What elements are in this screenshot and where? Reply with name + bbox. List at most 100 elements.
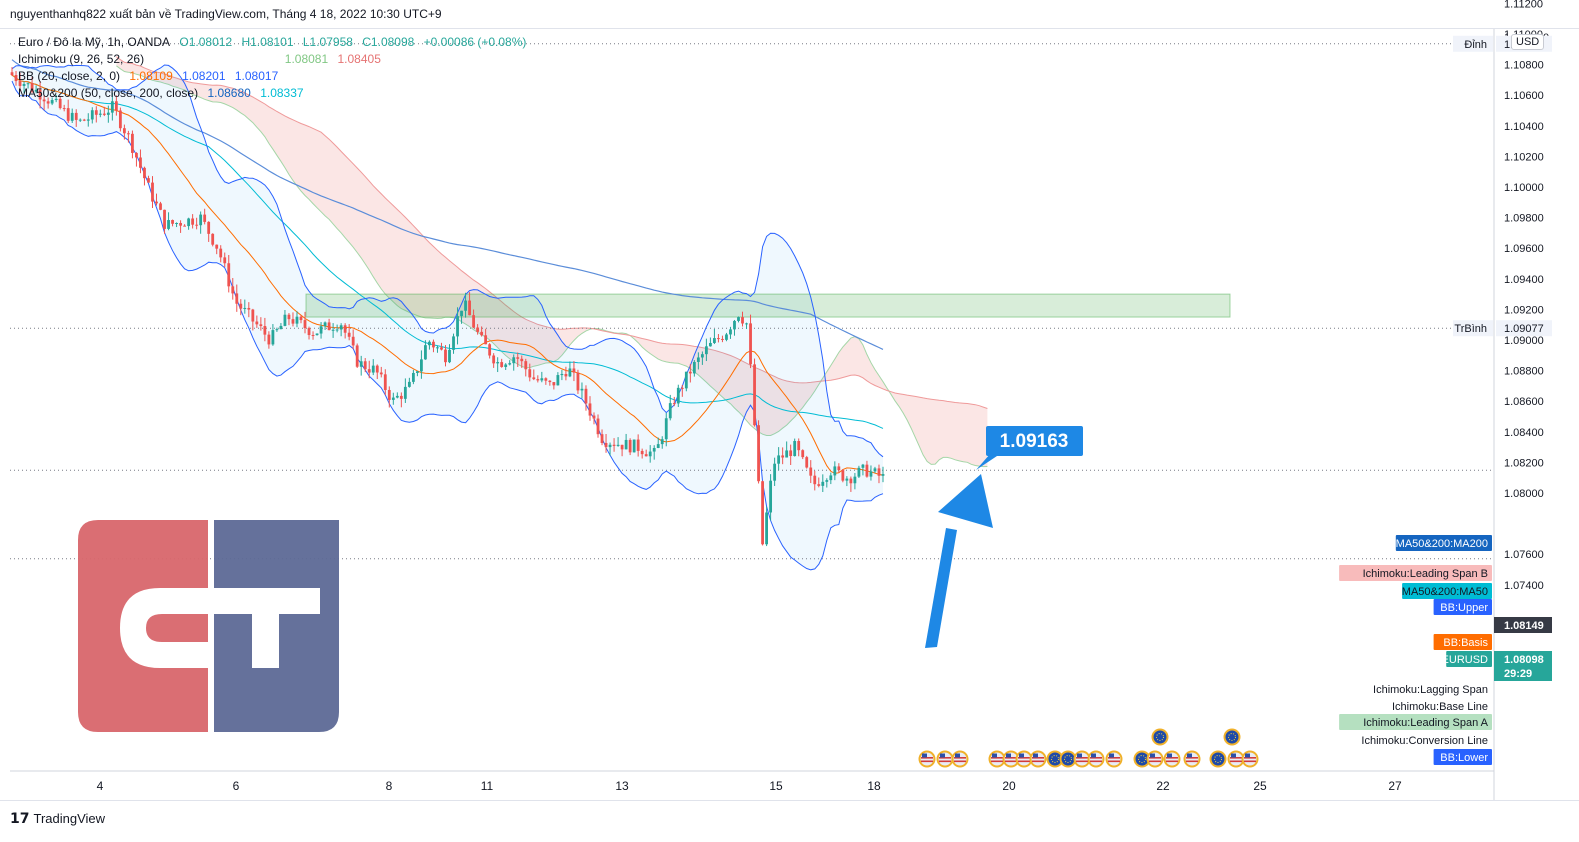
candle — [680, 384, 684, 397]
candle — [299, 315, 303, 324]
bb-upper-value: 1.08201 — [182, 69, 226, 83]
candle-body — [612, 444, 616, 446]
candle-body — [127, 133, 130, 135]
candle-body — [114, 101, 118, 111]
candle-body — [532, 377, 536, 380]
candle-body — [464, 300, 467, 311]
candle-body — [476, 327, 480, 332]
candle — [46, 97, 50, 109]
candle — [797, 438, 801, 457]
candle — [837, 463, 841, 473]
candle-body — [10, 72, 14, 76]
time-tick-label: 4 — [97, 779, 104, 793]
candle — [785, 441, 789, 458]
ma50-line — [11, 74, 884, 429]
candle-body — [267, 334, 271, 345]
candle — [801, 449, 805, 460]
candle-body — [122, 128, 126, 134]
flag-stripe — [1244, 760, 1256, 763]
chart[interactable]: 1.09163 1.118001.116001.114001.112001.11… — [0, 0, 1579, 800]
price-tags: MA50&200:MA200 Ichimoku:Leading Span B MA5… — [1339, 535, 1552, 765]
price-tag-label: BB:Basis — [1443, 637, 1488, 649]
candle — [696, 352, 700, 370]
flag-canton — [1167, 753, 1172, 758]
candle — [155, 193, 158, 206]
candle — [456, 307, 459, 345]
candle-body — [351, 336, 355, 346]
candle-body — [745, 323, 748, 325]
candle — [211, 233, 215, 247]
price-tag-label: Ichimoku:Leading Span A — [1363, 717, 1488, 729]
candle-body — [50, 100, 54, 104]
candle-body — [600, 434, 604, 443]
candle-body — [777, 455, 781, 464]
candle — [460, 310, 463, 324]
candle — [749, 314, 752, 369]
leading-span-a — [116, 65, 988, 468]
candle — [167, 212, 170, 231]
price-tag-box — [1433, 599, 1492, 615]
candle-body — [660, 439, 664, 445]
candle — [700, 351, 704, 365]
target-label: 1.09163 — [976, 426, 1083, 470]
candle-body — [98, 113, 102, 115]
us-flag-icon — [1146, 750, 1164, 768]
candle — [600, 429, 604, 446]
candle-body — [175, 222, 178, 224]
price-tag-label: BB:Lower — [1440, 752, 1488, 764]
candle-body — [829, 475, 833, 481]
candle-body — [143, 167, 146, 179]
candle-body — [580, 388, 584, 391]
us-flag-icon — [1029, 750, 1047, 768]
candle-body — [452, 336, 455, 350]
candle — [407, 377, 411, 388]
price-tag-box — [1339, 714, 1492, 730]
candle — [255, 315, 259, 328]
candle-body — [102, 113, 106, 115]
eu-flag-icon — [1151, 728, 1169, 746]
tradingview-brand[interactable]: 17 TradingView — [10, 811, 105, 827]
candle — [548, 380, 552, 386]
candle — [415, 370, 419, 377]
price-tag-box — [1402, 583, 1492, 599]
candle — [219, 245, 223, 263]
candle — [428, 340, 431, 350]
price-tick-label: 1.09600 — [1504, 243, 1544, 255]
candle — [343, 323, 347, 339]
candle — [576, 369, 580, 394]
candle-body — [315, 333, 319, 336]
candle-body — [323, 322, 327, 327]
price-tick-label: 1.10600 — [1504, 90, 1544, 102]
candle-body — [680, 387, 684, 389]
candle — [391, 392, 395, 405]
candle — [572, 361, 576, 382]
candle — [351, 329, 355, 350]
candle-body — [271, 330, 275, 345]
plot-area — [10, 43, 1494, 648]
candle-body — [38, 89, 42, 100]
currency-button[interactable]: USD — [1511, 34, 1545, 50]
us-flag-icon — [1087, 750, 1105, 768]
candle-body — [524, 361, 528, 370]
candle — [825, 478, 829, 488]
candle — [411, 369, 415, 385]
flag-canton — [1033, 753, 1038, 758]
candle — [10, 67, 14, 77]
candle — [159, 201, 162, 211]
candle — [793, 438, 797, 457]
candle-body — [18, 81, 22, 86]
candle-body — [363, 361, 367, 370]
candle-body — [187, 218, 191, 227]
flag-stars — [1228, 733, 1236, 741]
candle — [664, 412, 668, 447]
candle-body — [279, 325, 283, 330]
price-tag-label: BB:Upper — [1440, 602, 1488, 614]
candle-body — [239, 303, 243, 309]
candle-body — [275, 329, 279, 331]
time-tick-label: 20 — [1002, 779, 1016, 793]
flag-stripe — [939, 760, 951, 763]
us-flag-icon — [918, 750, 936, 768]
candle — [383, 369, 387, 396]
candle-body — [708, 342, 712, 347]
candle — [62, 104, 66, 112]
